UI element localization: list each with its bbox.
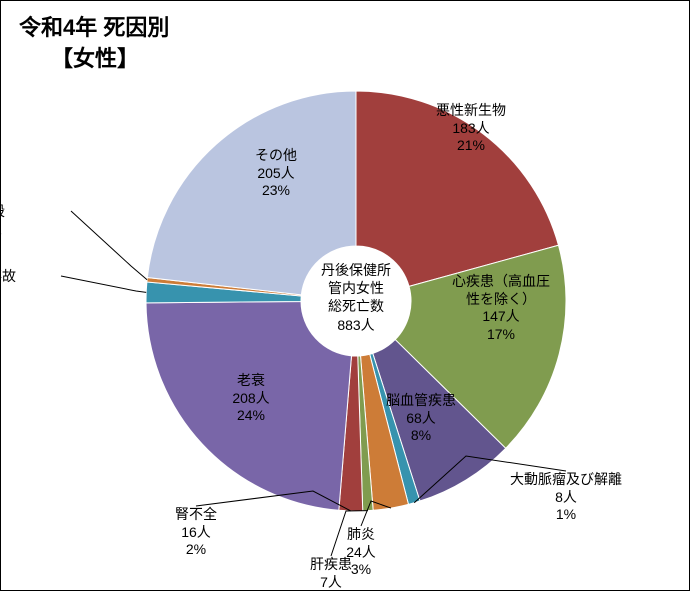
leader-line	[61, 276, 146, 292]
slice-label: 不慮の事故14人2%	[1, 268, 61, 321]
slice-label: 悪性新生物183人21%	[391, 102, 551, 155]
pie-chart: 丹後保健所管内女性総死亡数883人 悪性新生物183人21% 心疾患（高血圧性を除く…	[1, 1, 690, 592]
slice-label: 自殺3人0%	[1, 203, 71, 256]
donut-center-label: 丹後保健所管内女性総死亡数883人	[296, 261, 416, 334]
slice-label: 大動脈瘤及び解離8人1%	[486, 471, 646, 524]
title-line-2: 【女性】	[51, 44, 169, 75]
slice-label: その他205人23%	[196, 147, 356, 200]
pie-chart-container: 令和4年 死因別 【女性】 丹後保健所管内女性総死亡数883人 悪性新生物183人…	[0, 0, 690, 591]
slice-label: 心疾患（高血圧性を除く）147人17%	[421, 273, 581, 343]
slice-label: 腎不全16人2%	[116, 506, 276, 559]
title-line-1: 令和4年 死因別	[19, 13, 169, 44]
slice-label: 脳血管疾患68人8%	[341, 392, 501, 445]
chart-title: 令和4年 死因別 【女性】	[19, 13, 169, 75]
slice-label: 老衰208人24%	[171, 372, 331, 425]
leader-line	[71, 211, 147, 280]
